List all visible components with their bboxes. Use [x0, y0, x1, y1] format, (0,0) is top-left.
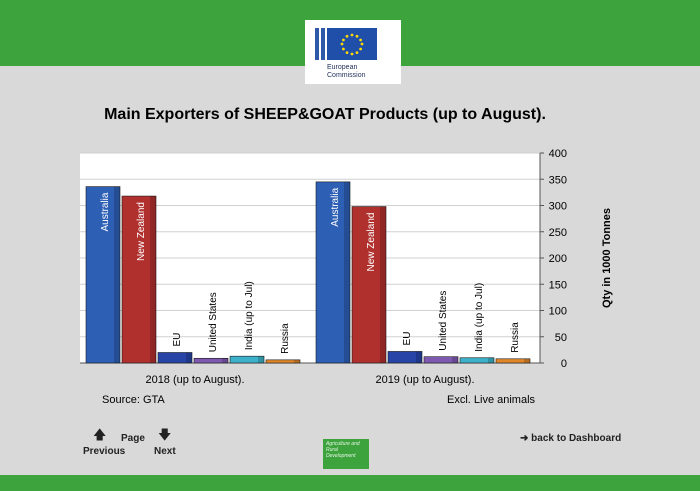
bar-shade	[524, 358, 530, 363]
bar	[423, 356, 459, 364]
logo-stripe	[315, 28, 319, 60]
bar-shade	[294, 359, 300, 363]
next-button[interactable]: Next	[154, 446, 176, 457]
x-category-label: 2019 (up to August).	[375, 374, 474, 386]
bar-shade	[488, 357, 494, 363]
logo-stripe	[321, 28, 325, 60]
bar-label: Russia	[510, 322, 521, 353]
bottom-banner	[0, 475, 700, 491]
european-commission-logo: European Commission	[305, 20, 401, 84]
organisation-name: European Commission	[327, 64, 366, 79]
right-arrow-icon: ➜	[520, 433, 529, 444]
bar-label: EU	[402, 332, 413, 346]
bar-shade	[380, 206, 386, 363]
chart-title: Main Exporters of SHEEP&GOAT Products (u…	[104, 106, 546, 123]
y-tick-label: 300	[549, 201, 567, 213]
bar-label: India (up to Jul)	[244, 281, 255, 350]
y-tick-label: 150	[549, 279, 567, 291]
bar	[351, 206, 387, 364]
page-label: Page	[121, 433, 145, 444]
bar-label: United States	[208, 292, 219, 352]
bar-shade	[416, 351, 422, 363]
previous-arrow-icon[interactable]: 🡅	[93, 427, 107, 442]
bar-label: Australia	[100, 192, 111, 231]
bar-shade	[186, 352, 192, 363]
y-tick-label: 0	[561, 358, 567, 370]
bar	[459, 357, 495, 364]
y-tick-label: 400	[549, 148, 567, 160]
y-axis-label: Qty in 1000 Tonnes	[601, 208, 613, 308]
y-tick-label: 250	[549, 227, 567, 239]
bar-shade	[452, 356, 458, 363]
bar-label: New Zealand	[366, 213, 377, 272]
bar-shade	[114, 186, 120, 363]
y-tick-label: 350	[549, 174, 567, 186]
agriculture-logo: Agriculture and Rural Development	[323, 439, 369, 469]
bar-shade	[222, 358, 228, 363]
bar	[193, 357, 229, 364]
bar-label: United States	[438, 291, 449, 351]
next-arrow-icon[interactable]: 🡇	[158, 427, 172, 442]
source-note: Source: GTA	[102, 394, 165, 406]
bar	[121, 195, 157, 364]
x-category-label: 2018 (up to August).	[145, 374, 244, 386]
bar-label: New Zealand	[136, 202, 147, 261]
bar	[85, 186, 121, 364]
bar-shade	[344, 181, 350, 363]
bar-shade	[258, 356, 264, 363]
bar-label: Russia	[280, 323, 291, 354]
bar-label: India (up to Jul)	[474, 283, 485, 352]
previous-button[interactable]: Previous	[83, 446, 126, 457]
bar	[387, 351, 423, 364]
bar-chart: 0 50 100 150 200 250 300 350 400 Qty in 1000 Tonn…	[80, 148, 613, 386]
bar	[229, 355, 265, 364]
bar-label: EU	[172, 333, 183, 347]
bar	[157, 352, 193, 364]
exclusion-note: Excl. Live animals	[447, 394, 536, 406]
y-tick-label: 100	[549, 306, 567, 318]
bar	[315, 181, 351, 364]
bar-shade	[150, 196, 156, 363]
y-tick-label: 50	[555, 332, 567, 344]
bar	[265, 359, 301, 364]
back-to-dashboard-button[interactable]: ➜ back to Dashboard	[520, 433, 621, 444]
bar-label: Australia	[330, 187, 341, 226]
back-label: back to Dashboard	[531, 433, 622, 444]
bar	[495, 358, 531, 364]
eu-flag-icon	[327, 28, 377, 60]
y-tick-label: 200	[549, 253, 567, 265]
